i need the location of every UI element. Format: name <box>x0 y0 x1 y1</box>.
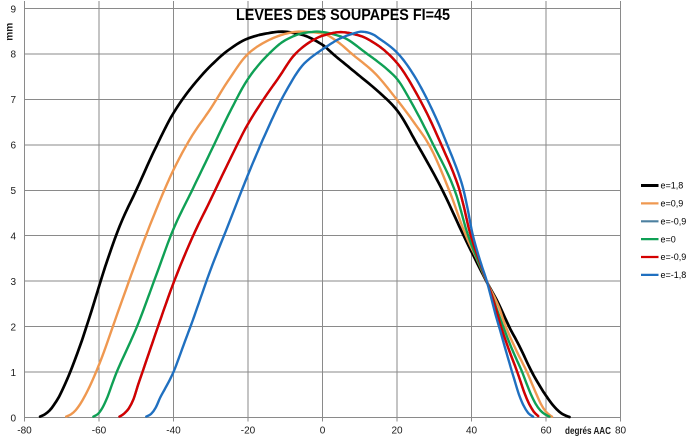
svg-text:40: 40 <box>466 426 478 437</box>
svg-text:e=-0,9: e=-0,9 <box>661 252 687 262</box>
svg-text:-40: -40 <box>166 426 181 437</box>
svg-text:-20: -20 <box>241 426 256 437</box>
svg-text:0: 0 <box>320 426 326 437</box>
svg-text:e=1,8: e=1,8 <box>661 181 684 191</box>
svg-text:8: 8 <box>10 50 16 61</box>
svg-text:7: 7 <box>10 95 16 106</box>
svg-text:e=-1,8: e=-1,8 <box>661 270 687 280</box>
svg-text:1: 1 <box>10 368 16 379</box>
svg-text:-60: -60 <box>92 426 107 437</box>
svg-text:mm: mm <box>5 23 16 41</box>
svg-text:6: 6 <box>10 141 16 152</box>
svg-text:2: 2 <box>10 322 16 333</box>
svg-text:4: 4 <box>10 232 16 243</box>
svg-text:-80: -80 <box>17 426 32 437</box>
svg-text:80: 80 <box>615 426 627 437</box>
svg-text:20: 20 <box>391 426 403 437</box>
svg-text:LEVEES DES SOUPAPES FI=45: LEVEES DES SOUPAPES FI=45 <box>236 7 450 24</box>
svg-text:degrés AAC: degrés AAC <box>565 426 611 437</box>
svg-text:e=0: e=0 <box>661 234 676 244</box>
svg-text:e=-0,9: e=-0,9 <box>661 217 687 227</box>
svg-text:5: 5 <box>10 186 16 197</box>
svg-text:60: 60 <box>540 426 552 437</box>
svg-text:9: 9 <box>10 4 16 15</box>
svg-text:0: 0 <box>10 413 16 424</box>
svg-text:3: 3 <box>10 277 16 288</box>
svg-text:e=0,9: e=0,9 <box>661 199 684 209</box>
